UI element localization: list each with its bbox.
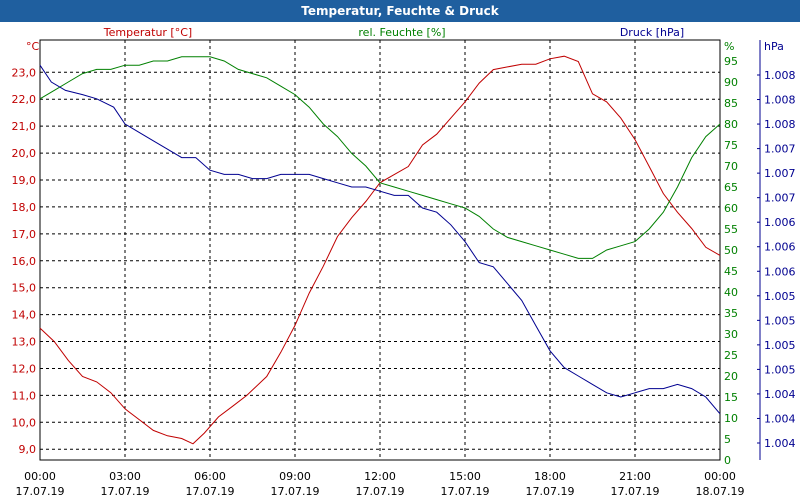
y-tick-temperature: 20,0 <box>12 147 37 160</box>
y-tick-humidity: 40 <box>724 286 738 299</box>
y-tick-humidity: 35 <box>724 307 738 320</box>
x-tick-time: 12:00 <box>364 470 396 483</box>
y-tick-humidity: 25 <box>724 349 738 362</box>
y-tick-pressure: 1.005 <box>764 314 796 327</box>
y-tick-pressure: 1.007 <box>764 192 796 205</box>
temperature-unit: °C <box>26 40 40 53</box>
y-tick-humidity: 15 <box>724 391 738 404</box>
y-tick-humidity: 45 <box>724 265 738 278</box>
y-tick-humidity: 95 <box>724 55 738 68</box>
y-tick-humidity: 55 <box>724 223 738 236</box>
y-tick-temperature: 16,0 <box>12 255 37 268</box>
y-tick-humidity: 65 <box>724 181 738 194</box>
x-tick-date: 17.07.19 <box>441 485 490 498</box>
y-tick-temperature: 9,0 <box>19 443 37 456</box>
series-line-pressure <box>39 64 721 415</box>
x-tick-date: 17.07.19 <box>611 485 660 498</box>
y-tick-pressure: 1.008 <box>764 118 796 131</box>
y-tick-temperature: 17,0 <box>12 228 37 241</box>
humidity-unit: % <box>724 40 734 53</box>
x-tick-date: 18.07.19 <box>696 485 745 498</box>
series-line-humidity <box>39 56 721 259</box>
window-title: Temperatur, Feuchte & Druck <box>0 0 800 22</box>
y-tick-humidity: 60 <box>724 202 738 215</box>
x-tick-date: 17.07.19 <box>186 485 235 498</box>
y-tick-pressure: 1.005 <box>764 290 796 303</box>
y-tick-pressure: 1.008 <box>764 69 796 82</box>
x-tick-time: 00:00 <box>704 470 736 483</box>
temperature-axis-label: Temperatur [°C] <box>103 26 192 39</box>
x-tick-time: 18:00 <box>534 470 566 483</box>
y-tick-pressure: 1.008 <box>764 94 796 107</box>
y-tick-pressure: 1.005 <box>764 339 796 352</box>
y-tick-temperature: 12,0 <box>12 362 37 375</box>
y-tick-pressure: 1.006 <box>764 265 796 278</box>
x-tick-time: 06:00 <box>194 470 226 483</box>
x-tick-date: 17.07.19 <box>271 485 320 498</box>
x-tick-date: 17.07.19 <box>526 485 575 498</box>
y-tick-humidity: 85 <box>724 97 738 110</box>
y-tick-temperature: 14,0 <box>12 309 37 322</box>
x-tick-date: 17.07.19 <box>16 485 65 498</box>
y-tick-pressure: 1.004 <box>764 412 796 425</box>
y-tick-humidity: 5 <box>724 433 731 446</box>
x-tick-date: 17.07.19 <box>101 485 150 498</box>
humidity-axis-label: rel. Feuchte [%] <box>358 26 445 39</box>
x-tick-time: 00:00 <box>24 470 56 483</box>
y-tick-pressure: 1.004 <box>764 437 796 450</box>
y-tick-temperature: 13,0 <box>12 336 37 349</box>
y-tick-humidity: 75 <box>724 139 738 152</box>
y-tick-pressure: 1.005 <box>764 363 796 376</box>
y-tick-pressure: 1.007 <box>764 143 796 156</box>
x-tick-time: 09:00 <box>279 470 311 483</box>
y-tick-temperature: 11,0 <box>12 389 37 402</box>
x-tick-time: 15:00 <box>449 470 481 483</box>
y-tick-temperature: 18,0 <box>12 201 37 214</box>
y-tick-temperature: 21,0 <box>12 120 37 133</box>
pressure-unit: hPa <box>764 40 784 53</box>
y-tick-pressure: 1.006 <box>764 216 796 229</box>
y-tick-humidity: 50 <box>724 244 738 257</box>
pressure-axis-label: Druck [hPa] <box>620 26 684 39</box>
y-tick-humidity: 0 <box>724 454 731 467</box>
y-tick-temperature: 22,0 <box>12 93 37 106</box>
y-tick-humidity: 70 <box>724 160 738 173</box>
x-tick-time: 21:00 <box>619 470 651 483</box>
y-tick-temperature: 10,0 <box>12 416 37 429</box>
y-tick-humidity: 30 <box>724 328 738 341</box>
y-tick-temperature: 23,0 <box>12 66 37 79</box>
y-tick-humidity: 20 <box>724 370 738 383</box>
x-tick-date: 17.07.19 <box>356 485 405 498</box>
x-tick-time: 03:00 <box>109 470 141 483</box>
y-tick-humidity: 90 <box>724 76 738 89</box>
y-tick-pressure: 1.006 <box>764 241 796 254</box>
y-tick-temperature: 19,0 <box>12 174 37 187</box>
y-tick-pressure: 1.007 <box>764 167 796 180</box>
y-tick-humidity: 10 <box>724 412 738 425</box>
y-tick-pressure: 1.004 <box>764 388 796 401</box>
y-tick-humidity: 80 <box>724 118 738 131</box>
y-tick-temperature: 15,0 <box>12 282 37 295</box>
